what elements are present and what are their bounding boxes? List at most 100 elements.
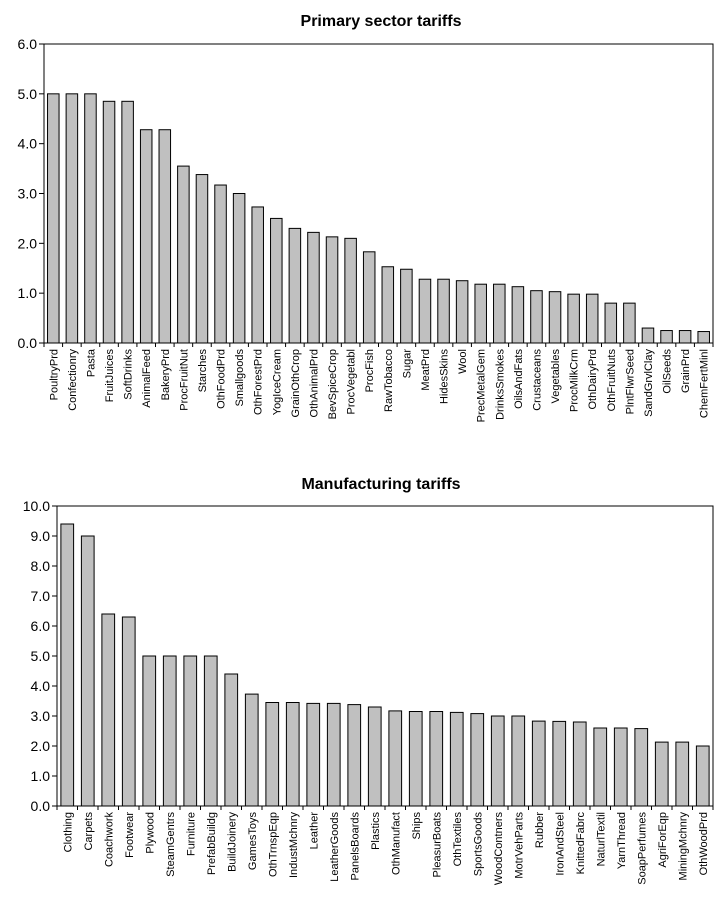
category-label: ProcFruitNut — [178, 349, 190, 411]
bar — [224, 673, 239, 807]
category-label: GamesToys — [247, 812, 259, 871]
bar — [449, 711, 464, 807]
category-label: DrinksSmokes — [494, 349, 506, 420]
bar — [362, 251, 376, 344]
bar — [490, 715, 505, 807]
bar — [572, 721, 587, 807]
bar — [567, 293, 580, 344]
bar — [121, 616, 136, 807]
bar — [102, 100, 116, 344]
y-tick-label: 8.0 — [31, 558, 51, 574]
bar — [121, 100, 134, 344]
y-tick-label: 6.0 — [31, 618, 51, 634]
category-label: Ships — [411, 812, 423, 840]
bar — [232, 193, 246, 344]
chart-title: Primary sector tariffs — [301, 13, 462, 30]
category-label: AnimalFeed — [141, 349, 153, 408]
bar — [429, 711, 444, 807]
manufacturing-chart: Manufacturing tariffs 0.0 1.0 2.0 3.0 4.0 5.0… — [23, 476, 714, 886]
y-tick-label: 0.0 — [31, 798, 51, 814]
y-tick-label: 3.0 — [31, 708, 51, 724]
bar — [142, 655, 157, 807]
bar — [306, 702, 321, 807]
category-label: OthForestPrd — [253, 349, 265, 415]
bar — [265, 702, 280, 807]
category-label: PrecMetalGem — [476, 349, 488, 422]
bar — [244, 693, 259, 807]
bar — [344, 237, 357, 344]
bar — [530, 290, 543, 344]
bar — [470, 713, 485, 807]
bar — [101, 613, 116, 807]
bar — [623, 302, 636, 344]
category-label: OthWoodPrd — [698, 812, 710, 875]
bar — [60, 523, 75, 807]
category-label: KnittedFabrc — [575, 812, 587, 875]
bar — [511, 715, 526, 807]
category-label: Clothing — [62, 812, 74, 852]
category-label: PlntFlwrSeed — [624, 349, 636, 414]
bar — [400, 268, 413, 344]
category-label: LeatherGoods — [329, 812, 341, 882]
category-label: Plastics — [370, 812, 382, 850]
category-label: Coachwork — [103, 812, 115, 868]
category-label: WoodContners — [493, 812, 505, 886]
category-label: NaturlTextil — [595, 812, 607, 866]
category-label: Leather — [308, 812, 320, 850]
category-label: YarnThread — [616, 812, 628, 869]
category-label: SoapPerfumes — [636, 812, 648, 885]
category-label: GrainPrd — [680, 349, 692, 393]
bar — [641, 327, 655, 344]
bar — [604, 302, 618, 344]
bar — [654, 741, 669, 807]
category-label: OilSeeds — [662, 349, 674, 394]
y-tick-label: 9.0 — [31, 528, 51, 544]
bar — [270, 217, 283, 344]
bar — [307, 231, 320, 344]
category-label: OthFruitNuts — [606, 349, 618, 412]
bar — [325, 236, 339, 344]
bar — [552, 720, 567, 807]
category-label: MotrVehParts — [513, 812, 525, 879]
bar — [214, 184, 227, 344]
bar — [613, 727, 628, 807]
bar — [251, 206, 264, 344]
category-label: ProcMilkCrm — [569, 349, 581, 412]
category-label: Plywood — [144, 812, 156, 854]
category-label: Pasta — [85, 348, 97, 377]
category-label: OthTrnspEqp — [267, 812, 279, 877]
y-tick-label: 1.0 — [31, 768, 51, 784]
bar — [437, 278, 450, 344]
category-label: PanelsBoards — [349, 812, 361, 881]
bar — [408, 711, 423, 807]
bar — [634, 728, 649, 807]
bar — [195, 174, 209, 344]
category-label: MeatPrd — [420, 349, 432, 391]
bar — [347, 704, 362, 807]
category-label: IndustMchnry — [288, 812, 300, 879]
y-tick-label: 5.0 — [18, 86, 38, 102]
bar — [697, 331, 710, 344]
primary-sector-chart: Primary sector tariffs 0.0 1.0 2.0 3.0 4.0 5.… — [18, 13, 714, 422]
category-label: SoftDrinks — [123, 349, 135, 400]
category-label: GrainOthCrop — [290, 349, 302, 417]
bar — [288, 227, 302, 344]
category-label: BevSpiceCrop — [327, 349, 339, 419]
bar — [80, 535, 95, 807]
category-label: Smallgoods — [234, 349, 246, 407]
category-label: AgriForEqp — [657, 812, 669, 868]
category-label: OthManufact — [390, 812, 402, 875]
bar — [388, 710, 403, 807]
category-label: SandGrvlClay — [643, 349, 655, 417]
category-label: FruitJuices — [104, 349, 116, 403]
bar — [65, 93, 79, 344]
category-label: BuildJoinery — [226, 812, 238, 872]
bar — [326, 702, 341, 807]
bar — [367, 706, 382, 807]
bar — [418, 278, 432, 344]
category-label: Rubber — [534, 812, 546, 848]
bar — [381, 266, 395, 344]
category-label: Starches — [197, 349, 209, 393]
y-tick-label: 7.0 — [31, 588, 51, 604]
category-label: Sugar — [401, 349, 413, 379]
